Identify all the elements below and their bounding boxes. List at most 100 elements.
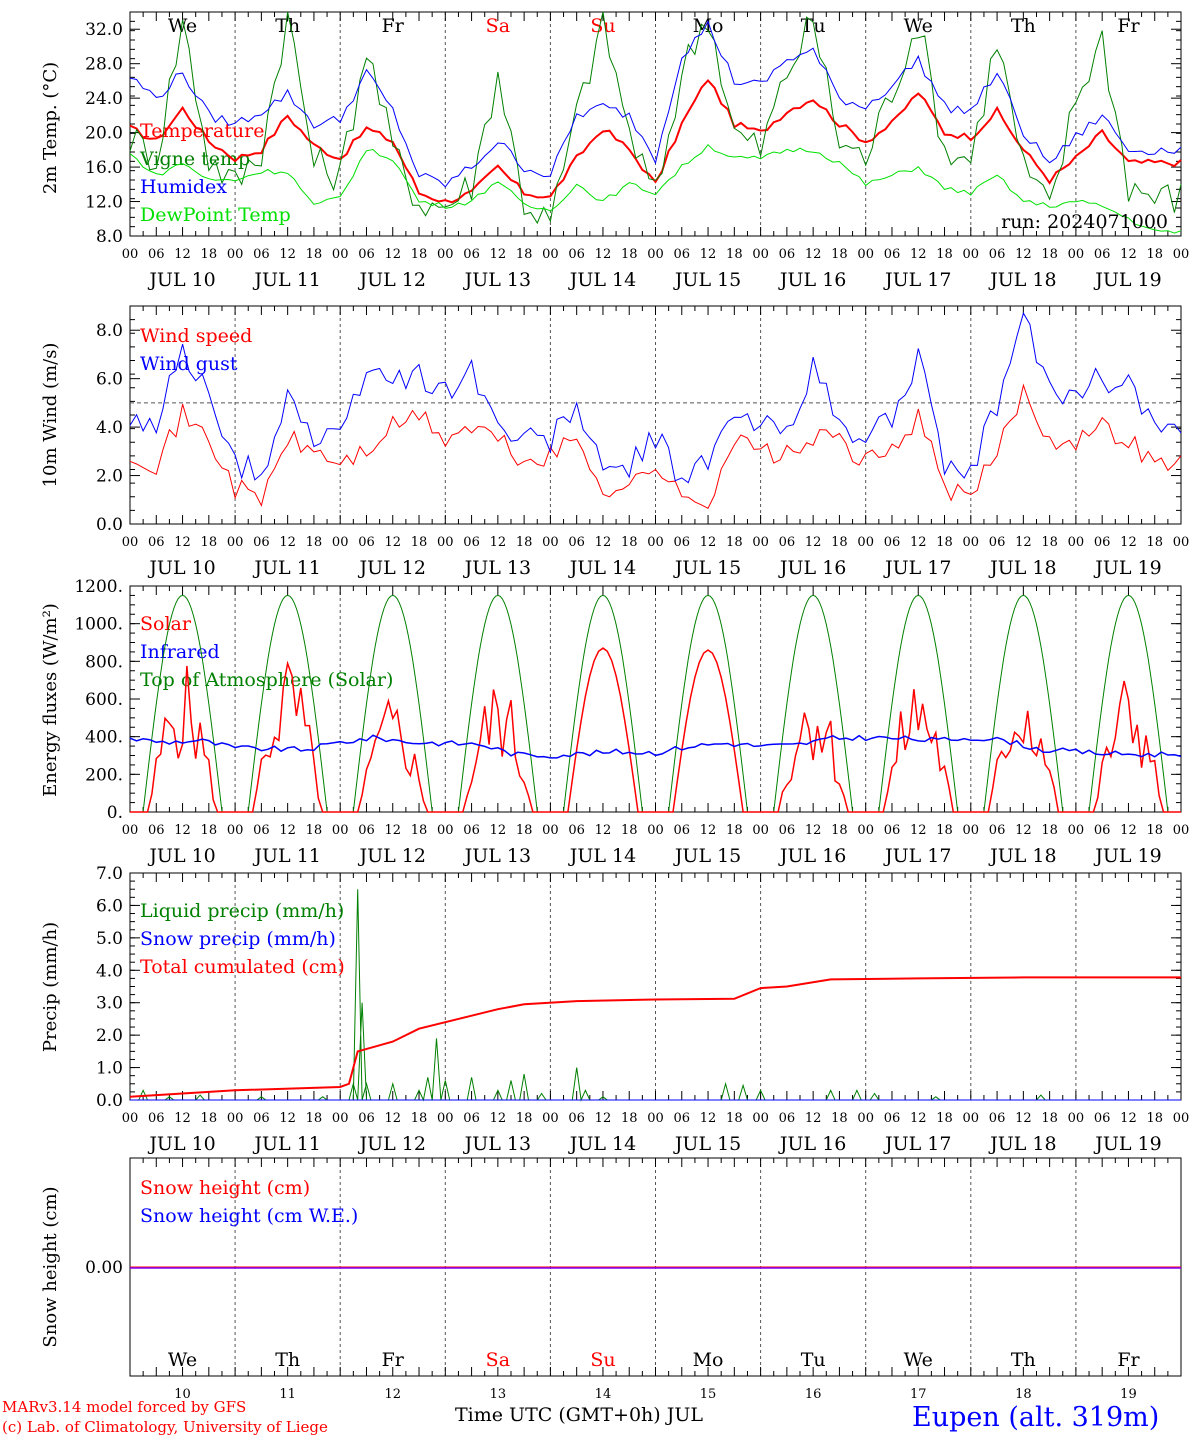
date-number-label: 11 xyxy=(279,1387,296,1402)
hour-tick-label: 00 xyxy=(963,535,980,550)
legend-entry: Infrared xyxy=(140,641,220,663)
hour-tick-label: 06 xyxy=(674,1111,691,1126)
hour-tick-label: 18 xyxy=(306,535,323,550)
weekday-label: Th xyxy=(275,15,300,37)
y-axis-label: 10m Wind (m/s) xyxy=(40,343,61,488)
hour-tick-label: 18 xyxy=(201,823,218,838)
hour-tick-label: 00 xyxy=(1173,823,1190,838)
y-tick-label: 4.0 xyxy=(96,418,123,438)
hour-tick-label: 18 xyxy=(936,247,953,262)
date-label: JUL 16 xyxy=(778,845,846,867)
y-tick-label: 0.00 xyxy=(85,1258,123,1278)
hour-tick-label: 06 xyxy=(884,823,901,838)
date-label: JUL 15 xyxy=(673,269,741,291)
legend-entry: Snow height (cm) xyxy=(140,1177,310,1199)
weekday-label: Su xyxy=(590,1349,615,1371)
series-line-dewpoint-temp xyxy=(129,143,1182,234)
weekday-label: Fr xyxy=(1117,15,1140,37)
hour-tick-label: 18 xyxy=(726,823,743,838)
hour-tick-label: 00 xyxy=(857,823,874,838)
hour-tick-label: 12 xyxy=(1120,823,1137,838)
date-label: JUL 19 xyxy=(1093,269,1161,291)
hour-tick-label: 18 xyxy=(516,823,533,838)
y-axis-label: 2m Temp. (°C) xyxy=(40,62,61,194)
legend-entry: Vigne temp xyxy=(139,148,250,170)
date-label: JUL 10 xyxy=(147,845,215,867)
y-tick-label: 0.0 xyxy=(96,515,123,535)
hour-tick-label: 06 xyxy=(148,1111,165,1126)
hour-tick-label: 06 xyxy=(674,823,691,838)
date-label: JUL 13 xyxy=(463,845,531,867)
hour-tick-label: 06 xyxy=(989,247,1006,262)
hour-tick-label: 06 xyxy=(884,535,901,550)
legend-entry: DewPoint Temp xyxy=(140,204,291,226)
weekday-label: Fr xyxy=(382,15,405,37)
hour-tick-label: 00 xyxy=(1068,1111,1085,1126)
date-label: JUL 17 xyxy=(883,269,951,291)
hour-tick-label: 00 xyxy=(122,535,139,550)
hour-tick-label: 06 xyxy=(358,823,375,838)
hour-tick-label: 00 xyxy=(752,1111,769,1126)
legend-entry: Liquid precip (mm/h) xyxy=(140,900,344,922)
hour-tick-label: 18 xyxy=(621,535,638,550)
hour-tick-label: 00 xyxy=(963,247,980,262)
date-label: JUL 16 xyxy=(778,557,846,579)
weekday-label: We xyxy=(168,1349,197,1371)
hour-tick-label: 12 xyxy=(805,247,822,262)
hour-tick-label: 18 xyxy=(516,247,533,262)
date-label: JUL 15 xyxy=(673,1133,741,1155)
hour-tick-label: 00 xyxy=(227,535,244,550)
hour-tick-label: 18 xyxy=(306,1111,323,1126)
hour-tick-label: 06 xyxy=(568,823,585,838)
date-label: JUL 16 xyxy=(778,269,846,291)
y-tick-label: 2.0 xyxy=(96,467,123,487)
hour-tick-label: 18 xyxy=(411,247,428,262)
hour-tick-label: 06 xyxy=(674,535,691,550)
y-axis-label: Precip (mm/h) xyxy=(40,922,61,1052)
hour-tick-label: 12 xyxy=(700,247,717,262)
hour-tick-label: 18 xyxy=(621,247,638,262)
hour-tick-label: 00 xyxy=(963,1111,980,1126)
hour-tick-label: 00 xyxy=(1173,1111,1190,1126)
y-tick-label: 400. xyxy=(85,728,123,748)
hour-tick-label: 18 xyxy=(1041,535,1058,550)
hour-tick-label: 06 xyxy=(463,535,480,550)
hour-tick-label: 06 xyxy=(884,1111,901,1126)
hour-tick-label: 12 xyxy=(1120,247,1137,262)
hour-tick-label: 00 xyxy=(1068,823,1085,838)
date-label: JUL 13 xyxy=(463,1133,531,1155)
hour-tick-label: 12 xyxy=(279,247,296,262)
hour-tick-label: 00 xyxy=(1173,247,1190,262)
y-tick-label: 16.0 xyxy=(85,158,123,178)
date-label: JUL 18 xyxy=(988,1133,1056,1155)
hour-tick-label: 12 xyxy=(174,535,191,550)
hour-tick-label: 06 xyxy=(1094,535,1111,550)
hour-tick-label: 18 xyxy=(1146,247,1163,262)
weekday-label: Su xyxy=(590,15,615,37)
date-label: JUL 13 xyxy=(463,269,531,291)
hour-tick-label: 00 xyxy=(857,247,874,262)
hour-tick-label: 00 xyxy=(542,1111,559,1126)
hour-tick-label: 00 xyxy=(542,247,559,262)
hour-tick-label: 12 xyxy=(490,823,507,838)
date-label: JUL 18 xyxy=(988,269,1056,291)
hour-tick-label: 18 xyxy=(1041,823,1058,838)
legend-entry: Snow height (cm W.E.) xyxy=(140,1205,358,1227)
date-label: JUL 15 xyxy=(673,557,741,579)
hour-tick-label: 18 xyxy=(306,823,323,838)
hour-tick-label: 18 xyxy=(936,1111,953,1126)
hour-tick-label: 18 xyxy=(936,823,953,838)
hour-tick-label: 06 xyxy=(884,247,901,262)
date-label: JUL 19 xyxy=(1093,845,1161,867)
hour-tick-label: 06 xyxy=(148,247,165,262)
date-number-label: 17 xyxy=(910,1387,927,1402)
hour-tick-label: 00 xyxy=(647,535,664,550)
date-number-label: 10 xyxy=(174,1387,191,1402)
hour-tick-label: 12 xyxy=(174,247,191,262)
hour-tick-label: 12 xyxy=(700,823,717,838)
hour-tick-label: 00 xyxy=(332,1111,349,1126)
hour-tick-label: 18 xyxy=(1146,1111,1163,1126)
y-tick-label: 2.0 xyxy=(96,1026,123,1046)
date-number-label: 19 xyxy=(1120,1387,1137,1402)
